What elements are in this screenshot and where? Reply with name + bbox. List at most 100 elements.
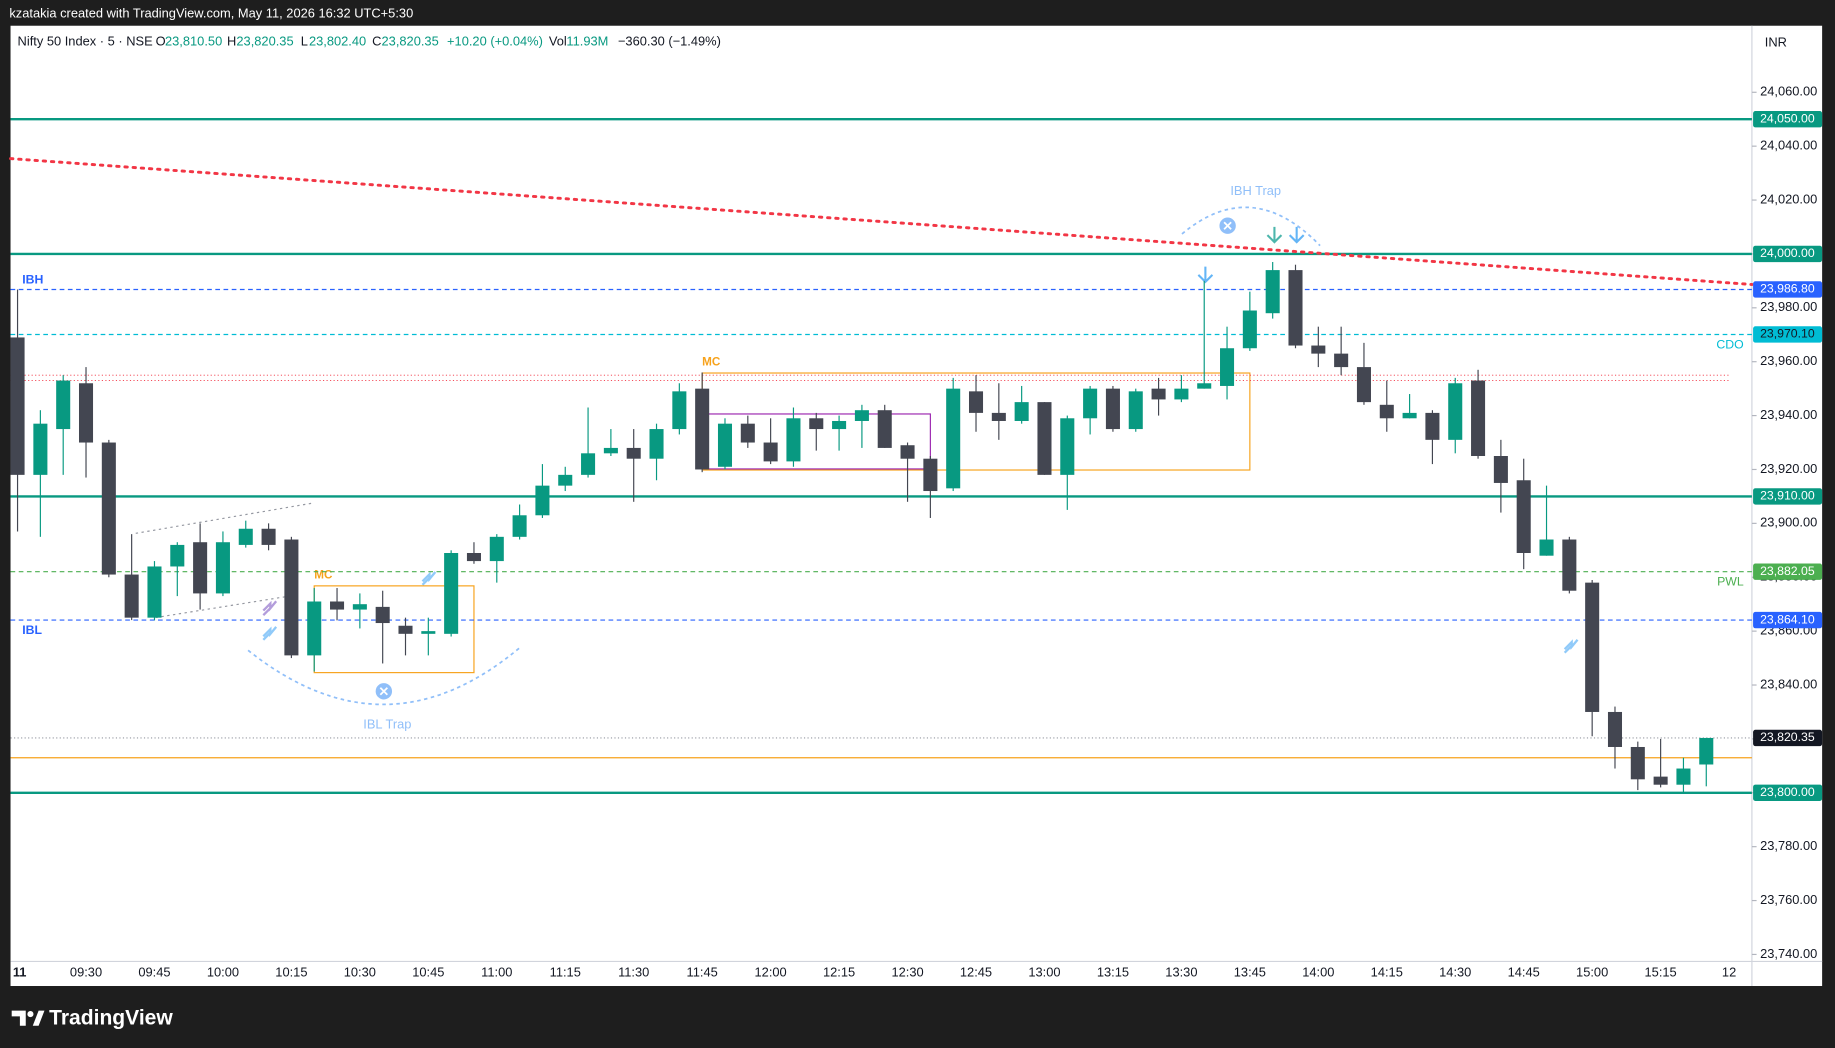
x-tick-label: 14:30	[1439, 965, 1471, 980]
candle-body	[649, 429, 664, 459]
x-tick-label: 10:30	[344, 965, 376, 980]
legend-volume: 11.93M	[566, 34, 608, 49]
candle-body	[1151, 388, 1166, 400]
candle-body	[307, 601, 322, 656]
y-tick-label: 23,740.00	[1760, 946, 1817, 961]
candle-body	[352, 604, 367, 610]
legend-key: H	[227, 34, 236, 49]
candle-body	[1105, 388, 1120, 430]
candle-body	[466, 552, 481, 562]
trap-arc	[1181, 206, 1321, 247]
candle-body	[1014, 402, 1029, 421]
candle-body	[10, 337, 25, 475]
candle-body	[717, 423, 733, 467]
price-label-box	[1753, 281, 1823, 298]
price-label: 24,050.00	[1760, 111, 1815, 125]
candle-body	[330, 601, 345, 610]
candle-body	[1083, 388, 1098, 419]
price-label: 24,000.00	[1760, 246, 1815, 260]
y-tick-label: 23,840.00	[1760, 676, 1817, 691]
y-tick-label: 23,780.00	[1760, 838, 1817, 853]
y-tick-label: 23,940.00	[1760, 407, 1817, 422]
candle-body	[672, 391, 687, 430]
candle-body	[1448, 383, 1463, 440]
candle-body	[1334, 353, 1349, 368]
candle-body	[558, 474, 573, 486]
x-tick-label: 09:45	[138, 965, 170, 980]
x-tick-label: 10:45	[412, 965, 444, 980]
candle-body	[1471, 380, 1486, 457]
candle-body	[215, 542, 230, 594]
candle-body	[1288, 270, 1303, 346]
candle-body	[1653, 776, 1668, 785]
level-name: IBL	[22, 623, 42, 637]
x-tick-label: 13:00	[1028, 965, 1060, 980]
price-label-box	[1753, 729, 1823, 747]
flag-icon	[262, 600, 278, 617]
candle-body	[1676, 768, 1691, 785]
price-label-box	[1753, 245, 1823, 263]
candle-body	[261, 528, 276, 545]
candle-body	[877, 410, 892, 448]
price-label: 23,910.00	[1760, 489, 1815, 503]
legend-key: Vol	[549, 34, 567, 49]
price-label: 23,882.05	[1760, 564, 1815, 578]
candle-body	[124, 574, 139, 618]
candle-body	[1699, 737, 1714, 765]
candle-body	[1379, 404, 1394, 419]
flag-icon	[262, 626, 278, 641]
candle-body	[444, 552, 459, 634]
candle-body	[1197, 383, 1212, 389]
candles	[10, 262, 1714, 793]
brand: TradingView	[49, 1006, 173, 1029]
candle-body	[1174, 388, 1189, 400]
candle-body	[923, 458, 938, 492]
x-tick-label: 13:15	[1097, 965, 1129, 980]
x-tick-label: 11	[13, 965, 27, 980]
candle-body	[1402, 412, 1417, 419]
legend-key: C	[372, 34, 381, 49]
level-name: PWL	[1717, 575, 1744, 589]
x-icon	[1219, 217, 1236, 234]
price-label-box	[1753, 111, 1823, 128]
candle-body	[1220, 348, 1235, 386]
brand-logo	[11, 1010, 45, 1026]
legend-value: 23,810.50	[165, 34, 222, 49]
box-label: MC	[702, 356, 721, 369]
flag-icon	[421, 571, 437, 586]
candle-body	[284, 539, 299, 656]
candle-body	[695, 388, 710, 470]
y-tick-label: 23,960.00	[1760, 353, 1817, 368]
candle-body	[489, 536, 504, 562]
candle-body	[740, 423, 755, 443]
x-tick-label: 15:00	[1576, 965, 1608, 980]
candle-body	[78, 383, 94, 443]
x-tick-label: 13:30	[1165, 965, 1197, 980]
credit: kzatakia created with TradingView.com, M…	[9, 5, 413, 20]
x-tick-label: 12:30	[891, 965, 923, 980]
x-tick-label: 13:45	[1234, 965, 1266, 980]
chart-pane	[10, 25, 1823, 987]
candle-body	[1265, 270, 1280, 314]
candle-body	[809, 418, 824, 430]
x-tick-label: 11:00	[481, 965, 512, 980]
x-tick-label: 15:15	[1645, 965, 1677, 980]
legend-value: 23,820.35	[382, 34, 439, 49]
drawings	[135, 206, 1579, 706]
legend-value: 23,820.35	[236, 34, 293, 49]
wedge-line	[135, 502, 314, 534]
x-tick-label: 12	[1722, 965, 1736, 980]
annotation: IBH Trap	[1230, 183, 1281, 198]
y-tick-label: 24,040.00	[1760, 138, 1817, 153]
arrow-down	[1197, 266, 1214, 284]
x-icon	[375, 683, 393, 700]
price-labels: 24,050.00 24,000.00 23,986.80 23,970.10 23,9…	[1753, 111, 1823, 801]
x-tick-label: 10:00	[207, 965, 239, 980]
candle-body	[1060, 418, 1075, 475]
price-label: 23,864.10	[1760, 612, 1815, 626]
candle-body	[147, 566, 162, 618]
candle-body	[786, 418, 801, 462]
candle-body	[1585, 582, 1600, 712]
